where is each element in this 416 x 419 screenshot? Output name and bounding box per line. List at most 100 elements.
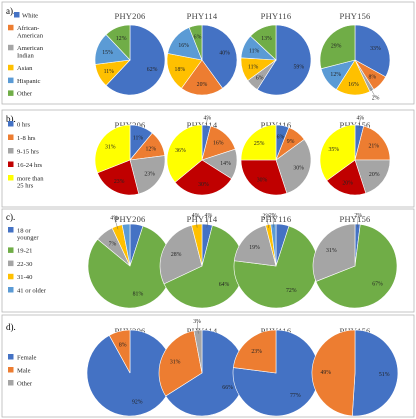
panel-border	[1, 1, 415, 105]
slice-label-male: 31%	[170, 359, 181, 365]
slice-19-21	[233, 225, 319, 309]
legend-label: 1-8 hrs	[17, 135, 36, 142]
slice-19-21	[163, 224, 245, 309]
slice-label-asian: 11%	[104, 69, 115, 75]
slice-label-hispanic: 15%	[102, 50, 113, 56]
legend-label: Asian	[17, 65, 33, 72]
slice-label-more-than-25-hrs: 36%	[175, 148, 186, 154]
slice-male	[233, 329, 277, 374]
legend-item-female: Female	[8, 354, 36, 361]
pie-phy206: PHY20611%12%23%23%31%	[94, 120, 166, 196]
pie-title: PHY156	[340, 11, 371, 21]
slice-other	[188, 24, 203, 61]
pie-phy206: PHY206 81% 7% 4%	[87, 214, 173, 309]
slice-22-30	[233, 224, 277, 267]
pie-title: PHY206	[115, 214, 146, 224]
label-leader-line	[196, 320, 199, 334]
legend-swatch	[8, 380, 14, 386]
pie-title: PHY114	[187, 11, 218, 21]
pie-phy116: PHY116 59% 6% 11% 11% 13%	[240, 11, 312, 96]
slice-label-9-15-hrs: 30%	[293, 165, 304, 171]
slice-label-asian: 18%	[175, 67, 186, 73]
slice-label-0-hrs: 6%	[277, 135, 285, 141]
slice-9-15-hrs	[354, 159, 391, 194]
slice-label-31-40: 4%	[192, 213, 200, 219]
slice-label-asian: 11%	[248, 65, 259, 71]
legend-item-22-30: 22-30	[8, 260, 33, 268]
label-leader-line	[205, 117, 208, 129]
slice-label-other: 3%	[193, 319, 201, 325]
slice-label-16-24-hrs: 23%	[114, 179, 125, 185]
slice-label-white: 62%	[147, 67, 158, 73]
legend-label: Other	[17, 380, 33, 387]
slice-16-24-hrs	[240, 159, 288, 196]
pie-title: PHY114	[187, 214, 218, 224]
slice-label-american-indian: 6%	[256, 75, 264, 81]
pie-phy156: PHY156 33% 8% 2% 16% 12% 29%	[319, 11, 391, 101]
panel-border	[1, 208, 415, 313]
slice-label-1-8-hrs: 9%	[287, 139, 295, 145]
legend-swatch	[8, 44, 14, 51]
legend-item-asian: Asian	[8, 64, 33, 72]
slice-more-than-25-hrs	[319, 124, 356, 181]
legend-item-white: White	[14, 12, 38, 19]
slice-label-other: 6%	[194, 35, 202, 41]
legend-swatch	[8, 260, 14, 267]
pie-title: PHY206	[115, 11, 146, 21]
slice-label-more-than-25-hrs: 25%	[254, 141, 265, 147]
slice-22-30	[159, 224, 203, 285]
legend-label: White	[22, 12, 38, 19]
slice-label-9-15-hrs: 14%	[220, 161, 231, 167]
slice-label-0-hrs: 4%	[356, 116, 364, 122]
slice-label-asian: 16%	[348, 82, 359, 88]
legend-item-16-24-hrs: 16-24 hrs	[8, 161, 43, 169]
slice-male	[158, 330, 203, 397]
legend-swatch	[8, 77, 14, 84]
slice-label-other: 12%	[116, 36, 127, 42]
slice-label-hispanic: 16%	[178, 43, 189, 49]
panel-tag: b).	[6, 114, 16, 124]
label-leader-line	[266, 215, 269, 229]
slice-other	[105, 24, 131, 61]
slice-label-22-30: 31%	[326, 248, 337, 254]
slice-white	[256, 24, 312, 96]
panel-border	[1, 314, 415, 418]
slice-label-18-or-younger: 4%	[205, 213, 213, 219]
legend-label: 31-40	[17, 274, 33, 281]
legend-swatch	[8, 247, 14, 253]
slice-label-other: 29%	[331, 43, 342, 49]
slice-more-than-25-hrs	[166, 124, 203, 183]
slice-white	[354, 24, 391, 78]
pie-title: PHY116	[261, 11, 292, 21]
slice-white	[105, 24, 166, 96]
legend-label: American Indian	[17, 45, 44, 59]
slice-label-31-40: 4%	[110, 215, 118, 221]
legend-label: 22-30	[17, 261, 33, 268]
legend-item-hispanic: Hispanic	[8, 77, 41, 85]
slice-label-male: 8%	[119, 343, 127, 349]
legend-label: 18 or younger	[17, 227, 39, 241]
slice-label-more-than-25-hrs: 35%	[328, 147, 339, 153]
pie-title: PHY116	[261, 214, 292, 224]
pie-phy114: PHY114 40% 20% 18% 16% 6%	[166, 11, 238, 96]
slice-other	[319, 24, 356, 70]
panel-tag: c).	[6, 212, 15, 222]
slice-16-24-hrs	[97, 159, 140, 196]
panel-d: d).FemaleMaleOtherPHY20692%8%PHY11466%31…	[1, 314, 415, 418]
slice-16-24-hrs	[326, 159, 367, 196]
legend-item-american-indian: American Indian	[8, 44, 44, 59]
legend-item-other: Other	[8, 380, 33, 387]
panel-c: c).18 or younger 19-21 22-30 31-40 41 or olde…	[1, 208, 415, 313]
slice-9-15-hrs	[275, 139, 312, 194]
slice-label-22-30: 7%	[109, 241, 117, 247]
legend-item-more-than-25-hrs: more than 25 hrs	[8, 175, 44, 190]
label-leader-line	[272, 214, 274, 228]
legend-item-0-hrs: 0 hrs	[8, 121, 30, 128]
slice-label-male: 23%	[251, 349, 262, 355]
label-leader-line	[195, 215, 198, 228]
legend-item-9-15-hrs: 9-15 hrs	[8, 148, 39, 155]
slice-label-white: 40%	[219, 51, 230, 57]
label-leader-line	[357, 214, 359, 228]
label-leader-line	[358, 117, 361, 129]
